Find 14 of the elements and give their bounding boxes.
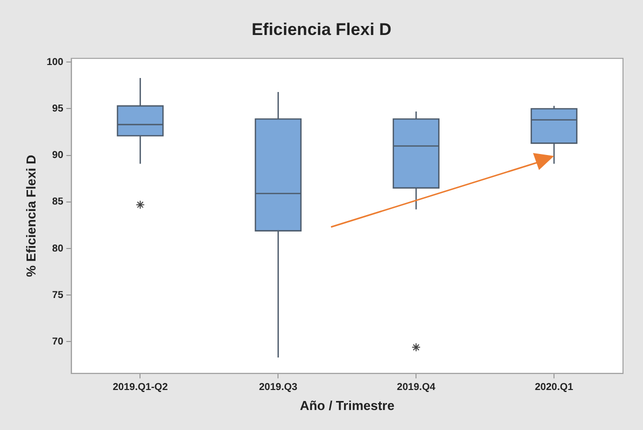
y-tick-label: 90 — [52, 150, 64, 162]
x-tick-label: 2019.Q1-Q2 — [112, 382, 168, 394]
y-tick-label: 80 — [52, 243, 64, 254]
x-axis-title: Año / Trimestre — [300, 398, 394, 413]
y-tick-label: 100 — [46, 56, 64, 68]
y-tick-label: 95 — [52, 103, 64, 114]
chart-title: Eficiencia Flexi D — [252, 20, 392, 39]
y-tick-label: 85 — [52, 196, 64, 208]
x-tick-label: 2020.Q1 — [534, 382, 574, 394]
y-axis-title: % Eficiencia Flexi D — [23, 154, 38, 277]
x-tick-label: 2019.Q3 — [258, 382, 298, 394]
x-tick-label: 2019.Q4 — [396, 382, 436, 394]
y-tick-label: 70 — [52, 336, 64, 348]
y-tick-label: 75 — [52, 290, 64, 301]
